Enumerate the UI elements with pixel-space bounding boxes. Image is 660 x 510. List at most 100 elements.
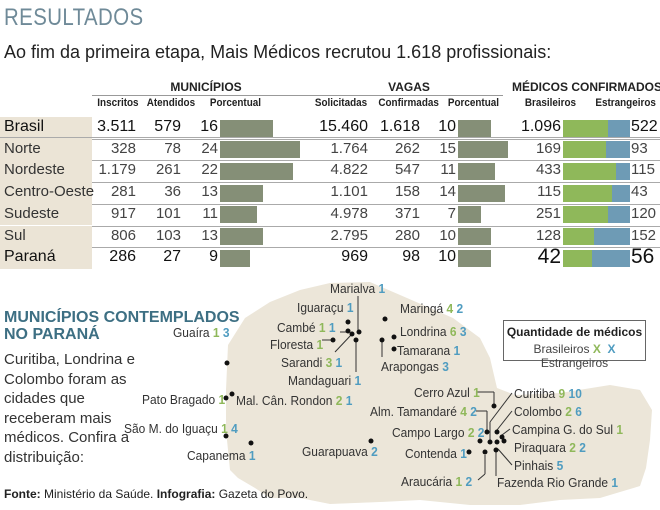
brasileiros-count: 6: [449, 324, 457, 339]
estrangeiros-value: 522: [631, 118, 658, 135]
estrangeiros-count: 1: [354, 373, 362, 388]
city-label: Maringá 4 2: [400, 301, 463, 316]
estrangeiros-bar: [608, 206, 630, 224]
brasileiros-bar: [563, 184, 612, 202]
solicitadas-value: 4.978: [330, 204, 368, 222]
estrangeiros-count: 3: [222, 325, 230, 340]
inscritos-value: 806: [110, 226, 136, 244]
porcentual-vagas-bar: [458, 206, 482, 224]
solicitadas-value: 969: [341, 248, 368, 266]
city-label: Araucária 1 2: [401, 474, 472, 489]
map-title-line1: MUNICÍPIOS CONTEMPLADOS: [4, 309, 240, 326]
map-legend: Quantidade de médicos Brasileiros X X Es…: [503, 320, 646, 370]
city-name: Guarapuava: [302, 444, 368, 459]
estrangeiros-value: 43: [631, 183, 648, 201]
brasileiros-count: 1: [221, 421, 228, 436]
porcentual-municipios-value: 13: [201, 226, 218, 244]
estrangeiros-count: 2: [371, 444, 378, 459]
city-label: Capanema 1: [187, 448, 256, 463]
city-name: Cambé: [277, 320, 316, 335]
source-label: Fonte:: [4, 487, 41, 501]
city-name: Araucária: [401, 474, 453, 489]
row-divider: [0, 160, 660, 162]
porcentual-vagas-value: 11: [440, 161, 456, 179]
estrangeiros-count: 4: [231, 421, 238, 436]
city-name: Marialva: [330, 281, 376, 296]
city-name: Curitiba: [514, 386, 556, 401]
legend-estrangeiros-marker: X: [607, 342, 616, 356]
city-name: Mal. Cân. Rondon: [236, 393, 333, 408]
region-label: Norte: [4, 139, 41, 157]
city-label: Guarapuava 2: [302, 444, 378, 459]
city-dots: [223, 316, 507, 455]
brasileiros-count: 4: [460, 404, 467, 419]
city-label: Colombo 2 6: [514, 404, 582, 419]
estrangeiros-count: 1: [460, 446, 467, 461]
city-name: Campina G. do Sul: [512, 422, 614, 437]
porcentual-vagas-value: 10: [438, 248, 456, 266]
atendidos-value: 261: [155, 161, 181, 179]
estrangeiros-bar: [591, 249, 630, 267]
city-label: Contenda 1: [405, 446, 467, 461]
estrangeiros-count: 6: [575, 404, 582, 419]
brasileiros-count: 2: [569, 440, 576, 455]
estrangeiros-count: 1: [345, 393, 353, 408]
brasileiros-count: 1: [212, 325, 220, 340]
inscritos-value: 1.179: [98, 161, 136, 179]
brasileiros-value: 433: [535, 161, 561, 179]
city-name: Pato Bragado: [142, 392, 216, 407]
city-name: Pinhais: [514, 458, 554, 473]
porcentual-municipios-bar: [220, 184, 264, 202]
brasileiros-count: 3: [325, 355, 333, 370]
confirmadas-value: 98: [402, 248, 420, 266]
porcentual-vagas-value: 10: [438, 118, 456, 135]
city-name: São M. do Iguaçu: [124, 421, 218, 436]
city-label: Curitiba 9 10: [514, 386, 582, 401]
porcentual-vagas-bar: [458, 119, 492, 137]
brasileiros-value: 251: [535, 204, 561, 222]
atendidos-value: 36: [164, 183, 181, 201]
estrangeiros-count: 5: [556, 458, 564, 473]
city-name: Cerro Azul: [414, 385, 470, 400]
city-name: Capanema: [187, 448, 246, 463]
porcentual-vagas-bar: [458, 228, 492, 245]
atendidos-value: 579: [154, 118, 181, 135]
region-label: Sul: [4, 226, 26, 244]
estrangeiros-value: 56: [631, 245, 655, 269]
group-header-vagas: VAGAS: [315, 80, 503, 96]
porcentual-municipios-bar: [220, 228, 264, 245]
brasileiros-value: 169: [535, 139, 561, 157]
city-label: Guaíra 1 3: [173, 325, 230, 340]
group-header-municipios: MUNICÍPIOS: [92, 80, 320, 96]
city-name: Londrina: [400, 324, 447, 339]
porcentual-municipios-bar: [220, 249, 250, 267]
leader-lines: [322, 296, 513, 481]
estrangeiros-count: 2: [477, 425, 485, 440]
city-name: Iguaraçu: [297, 300, 344, 315]
porcentual-municipios-bar: [220, 206, 257, 224]
row-divider: [0, 203, 660, 205]
region-label: Nordeste: [4, 161, 65, 179]
porcentual-municipios-value: 16: [200, 118, 218, 135]
col-porcentual-vagas: Porcentual: [447, 97, 500, 109]
group-header-medicos: MÉDICOS CONFIRMADOS: [512, 80, 660, 94]
legend-brasileiros-marker: X: [592, 342, 601, 356]
col-porcentual-municipios: Porcentual: [209, 97, 262, 109]
estrangeiros-count: 2: [470, 404, 477, 419]
brasileiros-count: 2: [565, 404, 572, 419]
estrangeiros-value: 152: [631, 226, 657, 244]
city-name: Floresta: [270, 337, 314, 352]
source-text: Ministério da Saúde.: [40, 487, 157, 501]
row-label-bg: [0, 247, 92, 269]
brasileiros-count: 1: [316, 337, 324, 352]
row-label-bg: [0, 160, 92, 183]
city-name: Tamarana: [397, 343, 451, 358]
legend-estrangeiros: Estrangeiros: [540, 356, 609, 370]
atendidos-value: 78: [164, 139, 181, 157]
region-label: Brasil: [4, 118, 45, 135]
row-label-bg: [0, 203, 92, 226]
solicitadas-value: 1.101: [330, 183, 368, 201]
city-label: Cerro Azul 1: [414, 385, 480, 400]
city-name: Arapongas: [381, 359, 439, 374]
